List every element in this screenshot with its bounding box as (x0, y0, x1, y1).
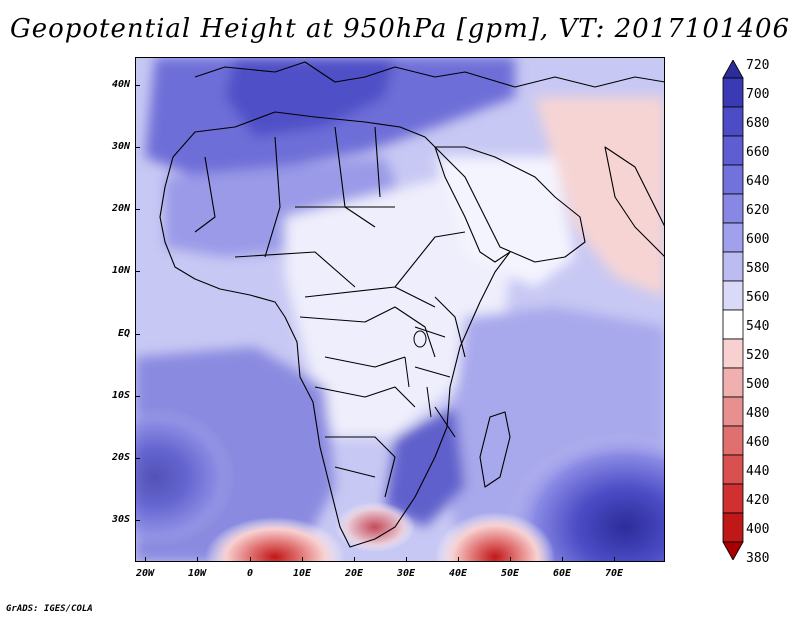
colorbar-cell (722, 309, 744, 340)
colorbar-label: 500 (746, 376, 770, 392)
coast-madagascar (479, 411, 511, 488)
colorbar-cell (722, 280, 744, 311)
coast-africa (159, 111, 511, 548)
lon-label-0: 0 (246, 568, 254, 579)
lat-label-eq: EQ (117, 328, 130, 339)
colorbar-label: 420 (746, 492, 770, 508)
lat-tick (135, 334, 140, 335)
geopotential-field (135, 57, 665, 562)
colorbar-label: 480 (746, 405, 770, 421)
colorbar-cell (722, 222, 744, 253)
field-low-centre-west (205, 517, 345, 562)
field-west-high (135, 407, 235, 547)
colorbar-cell (722, 77, 744, 108)
grads-credit: GrADS: IGES/COLA (6, 604, 93, 614)
field-mediterranean-core (225, 57, 395, 137)
map-panel (135, 57, 665, 562)
colorbar-label: 440 (746, 463, 770, 479)
colorbar-cell (722, 164, 744, 195)
colorbar-label: 520 (746, 347, 770, 363)
lat-tick (135, 396, 140, 397)
colorbar-cell-bottom (722, 541, 744, 560)
field-arabia-white (435, 157, 575, 287)
lon-tick (145, 557, 146, 562)
colorbar-cell (722, 396, 744, 427)
colorbar-cell (722, 338, 744, 369)
colorbar-cell (722, 135, 744, 166)
coast-arabia (434, 146, 586, 263)
coast-india (604, 146, 665, 258)
colorbar-cell (722, 483, 744, 514)
lake-tanganyika (404, 356, 410, 388)
lon-label-30e: 30E (396, 568, 416, 579)
field-se-high (505, 432, 665, 562)
lat-label-30n: 30N (111, 141, 130, 152)
colorbar-cell (722, 454, 744, 485)
colorbar-label: 720 (746, 57, 770, 73)
border-north-africa (194, 126, 466, 308)
field-africa-interior (285, 177, 515, 437)
lat-tick (135, 458, 140, 459)
lon-tick (406, 557, 407, 562)
lon-label-10e: 10E (292, 568, 312, 579)
field-low-centre-east (435, 512, 555, 562)
colorbar-cell-top (722, 60, 744, 79)
colorbar-label: 580 (746, 260, 770, 276)
lat-label-40n: 40N (111, 79, 130, 90)
colorbar-cell (722, 425, 744, 456)
colorbar-cell (722, 106, 744, 137)
border-east-africa (414, 296, 466, 438)
field-india-pink (535, 97, 665, 297)
lon-tick (458, 557, 459, 562)
lon-label-20e: 20E (344, 568, 364, 579)
lon-tick (250, 557, 251, 562)
colorbar-cell (722, 193, 744, 224)
field-mozambique-channel (385, 407, 465, 527)
lon-label-70e: 70E (604, 568, 624, 579)
lon-label-40e: 40E (448, 568, 468, 579)
lat-tick (135, 271, 140, 272)
colorbar-label: 540 (746, 318, 770, 334)
lon-tick (614, 557, 615, 562)
lat-tick (135, 85, 140, 86)
colorbar-cell (722, 251, 744, 282)
colorbar-label: 680 (746, 115, 770, 131)
lon-tick (562, 557, 563, 562)
lat-tick (135, 520, 140, 521)
lon-tick (510, 557, 511, 562)
lon-label-10w: 10W (187, 568, 207, 579)
field-low-centre-cape (335, 502, 415, 552)
lat-label-30s: 30S (111, 514, 130, 525)
lat-label-20n: 20N (111, 203, 130, 214)
colorbar-label: 460 (746, 434, 770, 450)
border-central-africa (299, 306, 436, 498)
lat-label-10n: 10N (111, 265, 130, 276)
colorbar-label: 660 (746, 144, 770, 160)
lon-tick (302, 557, 303, 562)
chart-title: Geopotential Height at 950hPa [gpm], VT:… (9, 14, 791, 44)
colorbar-label: 380 (746, 550, 770, 566)
colorbar-label: 560 (746, 289, 770, 305)
lon-tick (354, 557, 355, 562)
lat-label-20s: 20S (111, 452, 130, 463)
colorbar (722, 60, 744, 560)
colorbar-label: 600 (746, 231, 770, 247)
lon-label-20w: 20W (135, 568, 155, 579)
lake-victoria (413, 330, 427, 348)
lon-tick (197, 557, 198, 562)
colorbar-cell (722, 367, 744, 398)
colorbar-cell (722, 512, 744, 543)
lat-label-10s: 10S (111, 390, 130, 401)
lat-tick (135, 209, 140, 210)
coast-europe (194, 61, 665, 88)
lat-tick (135, 147, 140, 148)
colorbar-label: 620 (746, 202, 770, 218)
lake-malawi (426, 386, 432, 418)
colorbar-label: 640 (746, 173, 770, 189)
colorbar-label: 400 (746, 521, 770, 537)
lon-label-50e: 50E (500, 568, 520, 579)
colorbar-label: 700 (746, 86, 770, 102)
lon-label-60e: 60E (552, 568, 572, 579)
